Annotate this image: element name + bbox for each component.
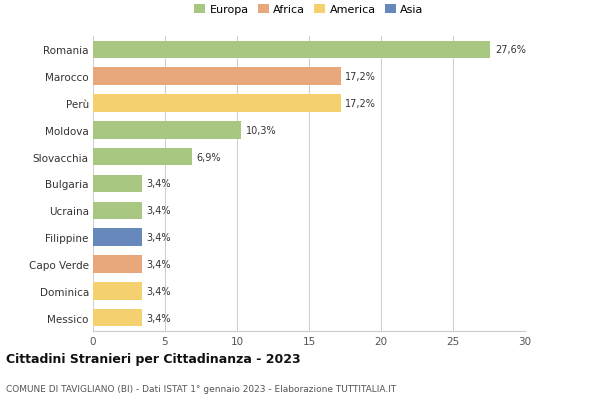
- Bar: [93, 202, 142, 220]
- Text: 3,4%: 3,4%: [146, 259, 171, 270]
- Bar: [93, 122, 241, 139]
- Bar: [93, 148, 193, 166]
- Text: 3,4%: 3,4%: [146, 313, 171, 323]
- Text: 3,4%: 3,4%: [146, 286, 171, 296]
- Text: 17,2%: 17,2%: [345, 99, 376, 109]
- Bar: [93, 68, 341, 85]
- Bar: [93, 41, 490, 59]
- Bar: [93, 256, 142, 273]
- Bar: [93, 283, 142, 300]
- Bar: [93, 309, 142, 327]
- Text: 27,6%: 27,6%: [495, 45, 526, 55]
- Bar: [93, 95, 341, 112]
- Text: 3,4%: 3,4%: [146, 233, 171, 243]
- Text: 3,4%: 3,4%: [146, 206, 171, 216]
- Text: 6,9%: 6,9%: [197, 152, 221, 162]
- Bar: [93, 229, 142, 246]
- Text: 17,2%: 17,2%: [345, 72, 376, 82]
- Text: 10,3%: 10,3%: [245, 126, 276, 135]
- Bar: [93, 175, 142, 193]
- Text: Cittadini Stranieri per Cittadinanza - 2023: Cittadini Stranieri per Cittadinanza - 2…: [6, 352, 301, 365]
- Text: COMUNE DI TAVIGLIANO (BI) - Dati ISTAT 1° gennaio 2023 - Elaborazione TUTTITALIA: COMUNE DI TAVIGLIANO (BI) - Dati ISTAT 1…: [6, 384, 396, 393]
- Legend: Europa, Africa, America, Asia: Europa, Africa, America, Asia: [190, 0, 428, 20]
- Text: 3,4%: 3,4%: [146, 179, 171, 189]
